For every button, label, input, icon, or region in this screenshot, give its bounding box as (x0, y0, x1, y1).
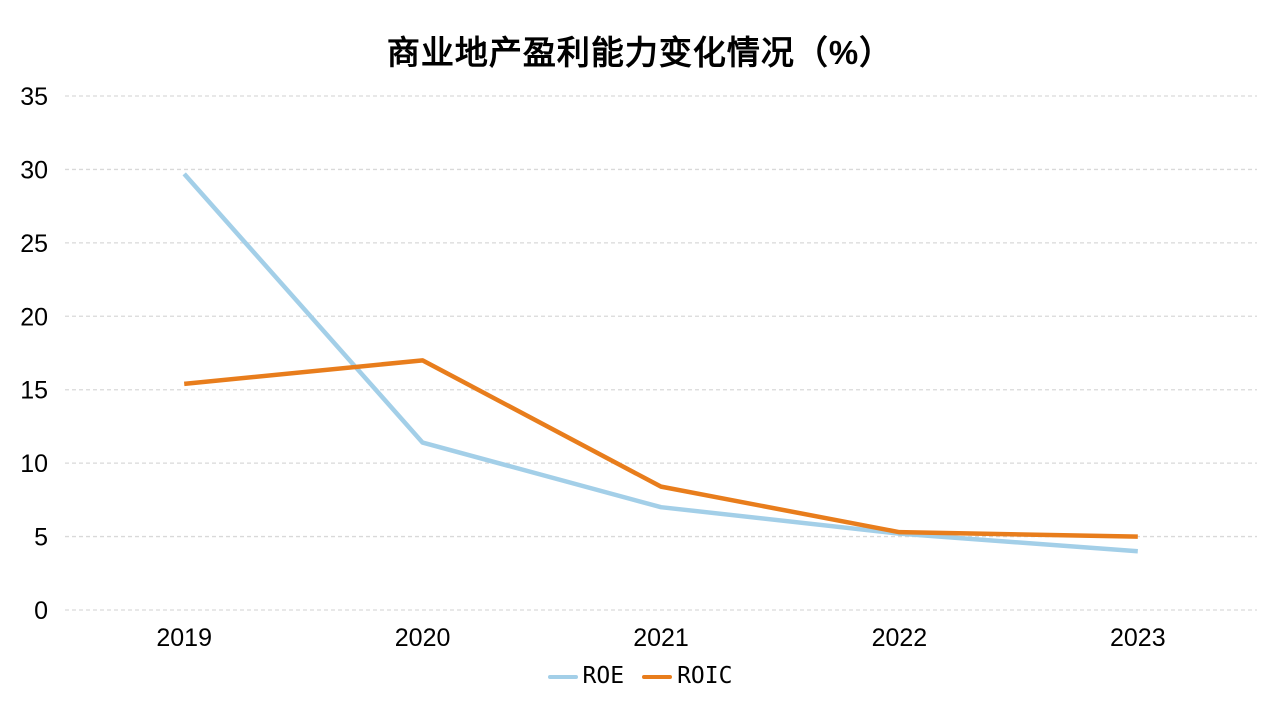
y-tick-label-10: 10 (20, 450, 48, 478)
y-tick-label-20: 20 (20, 303, 48, 331)
roic-line (183, 358, 1138, 539)
chart-title: 商业地产盈利能力变化情况（%） (386, 34, 894, 71)
y-tick-label-35: 35 (20, 83, 48, 111)
y-tick-label-25: 25 (20, 230, 48, 258)
roe-line (182, 172, 1138, 554)
y-tick-label-15: 15 (20, 377, 48, 405)
legend-label-roe: ROE (582, 663, 625, 689)
legend-marker-roe (547, 674, 578, 679)
x-tick-label-2021: 2021 (633, 624, 689, 652)
x-tick-label-2022: 2022 (872, 624, 928, 652)
x-tick-label-2019: 2019 (156, 624, 212, 652)
legend-marker-roic (642, 674, 673, 679)
x-tick-label-2020: 2020 (395, 624, 451, 652)
legend-label-roic: ROIC (677, 663, 733, 689)
chart-legend: ROE ROIC (0, 665, 1280, 688)
y-tick-label-0: 0 (34, 597, 48, 625)
legend-item-roic: ROIC (642, 665, 732, 688)
y-tick-label-30: 30 (20, 156, 48, 184)
y-tick-label-5: 5 (34, 524, 48, 552)
legend-item-roe: ROE (547, 663, 625, 689)
x-tick-label-2023: 2023 (1110, 624, 1166, 652)
